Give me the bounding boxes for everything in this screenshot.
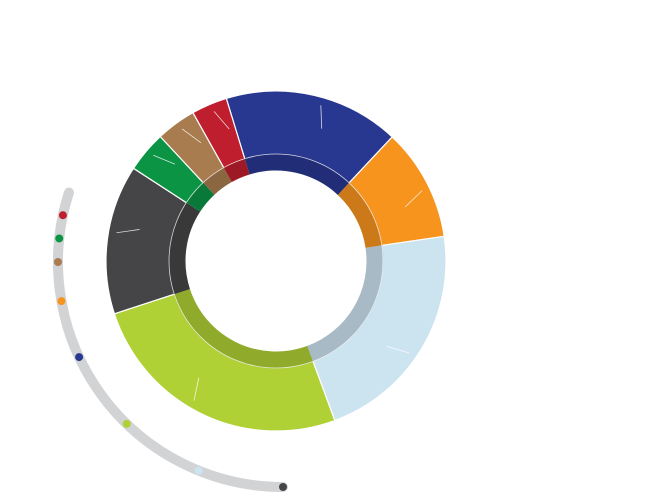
slice-accent-5 [116,229,140,234]
guide-marker-2 [55,234,64,243]
slice-accent-3 [386,346,410,354]
slice-accent-4 [193,377,200,401]
slice-accent-7 [181,128,202,144]
inner-ring-segment-7 [202,167,232,195]
inner-ring-segment-6 [185,182,215,212]
inner-ring-outline [168,153,384,369]
inner-ring [168,153,384,369]
inner-ring-segment-5 [168,202,201,295]
inner-ring-segment-2 [337,182,383,248]
guide-marker-4 [57,297,66,306]
inner-ring-segment-1 [244,153,350,195]
inner-ring-segment-3 [307,245,384,362]
guide-markers [54,211,287,491]
guide-marker-6 [122,419,131,428]
guide-arc-track [53,187,288,492]
slice-accent-8 [213,111,230,130]
guide-marker-5 [75,353,84,362]
slice-accent-2 [404,190,423,208]
slice-accent-1 [320,105,323,129]
slice-accent-6 [153,154,176,165]
donut-hole [187,172,365,350]
guide-marker-8 [279,483,287,491]
guide-marker-1 [58,211,67,220]
guide-marker-7 [194,466,203,475]
guide-arc [53,187,288,492]
inner-ring-segment-4 [173,289,314,369]
guide-marker-3 [54,258,62,266]
